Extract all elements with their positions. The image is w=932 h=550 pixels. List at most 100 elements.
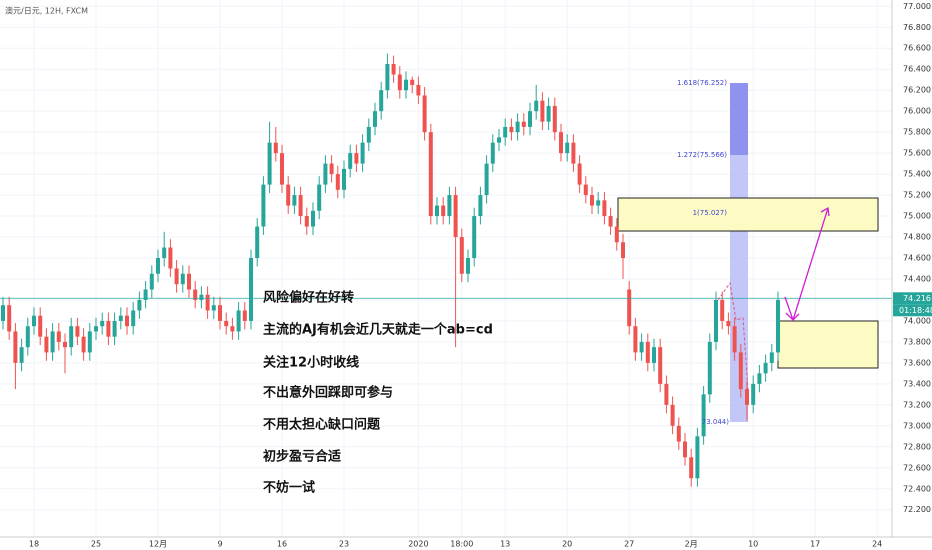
candle-body — [590, 195, 594, 206]
candle-body — [224, 320, 229, 327]
candle-body — [695, 436, 700, 479]
x-tick-label: 24 — [872, 540, 882, 549]
y-tick-label: 76.200 — [903, 86, 931, 95]
x-tick-label: 20 — [562, 540, 572, 549]
annotation: 初步盈亏合适 — [263, 449, 341, 465]
candle-body — [571, 142, 576, 164]
y-tick-label: 75.400 — [903, 170, 931, 179]
candle-body — [317, 184, 322, 211]
candle-body — [348, 153, 353, 169]
candle-body — [280, 153, 284, 185]
entry-zone — [777, 320, 879, 369]
candle-body — [379, 90, 384, 112]
x-tick-label: 2020 — [408, 540, 428, 549]
candle-body — [447, 195, 452, 217]
candle-body — [422, 95, 427, 133]
candle-body — [236, 310, 241, 332]
y-tick-label: 76.400 — [903, 65, 931, 74]
candle-body — [112, 320, 117, 337]
arrow-head — [785, 312, 800, 321]
candle-body — [540, 100, 545, 122]
candle-body — [13, 331, 18, 363]
candle-body — [360, 142, 365, 164]
x-tick-label: 25 — [91, 540, 101, 549]
candle-body — [187, 273, 191, 290]
candle-body — [50, 331, 55, 353]
candle-body — [577, 163, 582, 185]
candle-body — [286, 184, 291, 206]
y-tick-label: 74.600 — [903, 254, 931, 263]
candle-body — [410, 79, 415, 85]
candle-body — [193, 289, 198, 300]
candle-body — [738, 352, 743, 390]
candle-body — [292, 195, 297, 206]
candle-body — [32, 315, 36, 327]
candle-body — [218, 305, 222, 321]
candle-body — [707, 341, 712, 395]
candle-body — [249, 258, 253, 321]
candle-body — [652, 347, 656, 363]
y-tick-label: 74.400 — [903, 274, 931, 283]
candle-body — [242, 310, 247, 321]
x-tick-label: 13 — [500, 540, 510, 549]
x-tick-label: 9 — [217, 540, 222, 549]
candle-body — [459, 237, 464, 274]
candle-body — [552, 105, 557, 133]
candle-body — [528, 111, 532, 127]
candle-body — [354, 153, 359, 164]
candle-body — [205, 294, 210, 311]
candle-body — [273, 142, 278, 154]
y-tick-label: 77.000 — [903, 2, 931, 11]
candle-body — [106, 320, 111, 337]
y-tick-label: 72.800 — [903, 442, 931, 451]
last-price-label: 74.216 — [903, 294, 931, 303]
candle-body — [38, 315, 43, 337]
candles — [0, 53, 892, 487]
candle-body — [125, 315, 129, 327]
candle-body — [484, 163, 489, 196]
countdown-label: 01:18:48 — [899, 306, 932, 315]
candle-body — [304, 216, 309, 227]
candle-body — [149, 273, 154, 290]
candle-body — [490, 142, 495, 164]
candle-body — [174, 268, 179, 285]
arrow-head — [820, 206, 830, 217]
candle-body — [261, 184, 266, 227]
candle-body — [428, 132, 433, 217]
y-tick-label: 75.000 — [903, 212, 931, 221]
candle-body — [596, 200, 601, 206]
candle-body — [56, 331, 61, 342]
candle-body — [627, 289, 632, 327]
candle-body — [497, 137, 501, 143]
candle-body — [199, 294, 204, 300]
candle-body — [416, 84, 421, 96]
candle-body — [608, 216, 613, 227]
candle-body — [726, 320, 731, 327]
candle-body — [614, 226, 619, 243]
last-price-box — [893, 292, 932, 305]
y-tick-label: 73.600 — [903, 358, 931, 367]
candle-body — [75, 326, 80, 337]
x-tick-label: 27 — [624, 540, 634, 549]
candle-body — [453, 195, 458, 238]
candle-body — [670, 404, 675, 426]
candle-body — [714, 299, 718, 342]
candle-body — [583, 184, 588, 196]
candle-body — [732, 326, 737, 353]
candle-body — [180, 273, 185, 285]
candle-body — [683, 441, 687, 458]
candle-body — [559, 132, 563, 154]
x-tick-label: 18:00 — [450, 540, 473, 549]
candle-body — [385, 63, 390, 91]
y-tick-label: 76.800 — [903, 23, 931, 32]
annotation: 主流的AJ有机会近几天就走一个ab=cd — [263, 322, 493, 338]
candle-body — [720, 299, 725, 321]
candle-body — [311, 210, 315, 227]
x-tick-label: 12月 — [149, 540, 167, 549]
y-tick-label: 72.200 — [903, 505, 931, 514]
candle-body — [503, 126, 508, 138]
fib-label: 1.618(76.252) — [677, 79, 727, 87]
candle-body — [472, 216, 477, 259]
y-tick-label: 75.200 — [903, 191, 931, 200]
candle-body — [69, 326, 74, 348]
